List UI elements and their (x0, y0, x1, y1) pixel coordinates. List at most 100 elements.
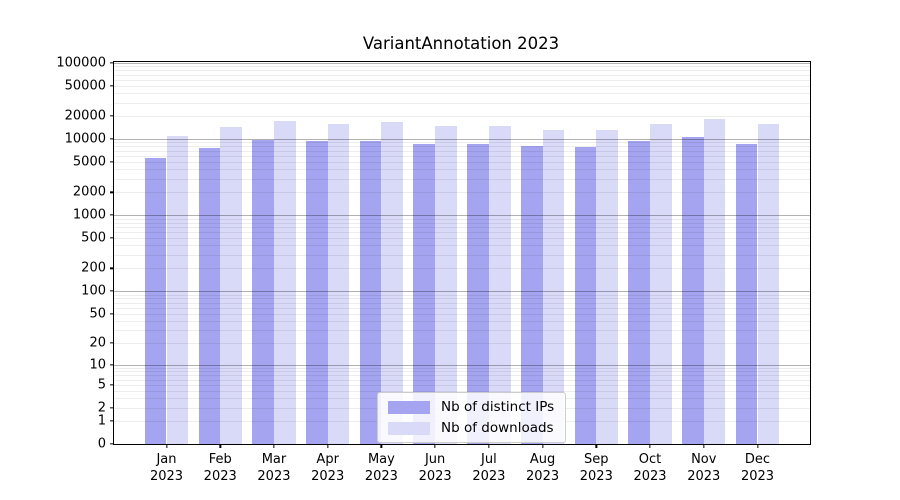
gridline (114, 321, 810, 322)
y-axis: 0 1 2 5 10 20 50 100 200 500 1000 2000 5000 10000 2000… (56, 55, 810, 452)
bar-distinct-ips (198, 148, 221, 444)
y-tick-label: 500 (81, 230, 106, 246)
bar-distinct-ips (359, 141, 382, 444)
y-tick (110, 406, 114, 409)
gridline (114, 192, 810, 194)
gridline (114, 66, 810, 68)
gridline (114, 93, 810, 95)
gridline (114, 74, 810, 76)
bar-distinct-ips (628, 140, 651, 444)
y-tick-label: 1000 (72, 207, 106, 223)
bar-downloads (273, 121, 296, 444)
y-tick-label: 20000 (64, 108, 106, 124)
y-tick (110, 115, 114, 117)
y-tick-label: 10000 (64, 131, 106, 147)
y-tick-label: 0 (97, 436, 106, 452)
bar-downloads (488, 126, 511, 444)
x-tick (165, 444, 168, 448)
gridline (114, 367, 810, 369)
bar-distinct-ips (413, 143, 436, 444)
gridline (114, 70, 810, 72)
legend-item-distinct-ips: Nb of distinct IPs (388, 399, 554, 415)
bar-distinct-ips (144, 158, 167, 444)
x-tick-label: Mar 2023 (257, 452, 291, 484)
bar-downloads (220, 126, 242, 444)
x-axis: Jan 2023 Feb 2023 Mar 2023 Apr 2023 May 2023 Jun 20… (114, 62, 810, 484)
x-tick-label: Sep 2023 (579, 452, 613, 484)
gridline (114, 375, 810, 377)
bar-distinct-ips (520, 145, 543, 444)
x-tick-label: Feb 2023 (203, 452, 237, 484)
bar-distinct-ips (735, 143, 758, 444)
gridline (114, 142, 810, 144)
gridline (114, 102, 810, 104)
bar-distinct-ips (682, 137, 704, 444)
x-tick (219, 444, 221, 448)
gridline (114, 169, 810, 171)
x-tick-label: Dec 2023 (740, 452, 775, 484)
y-tick-label: 20 (89, 335, 106, 351)
y-tick-label: 200 (81, 260, 106, 276)
gridline (114, 313, 810, 315)
gridline (114, 364, 810, 366)
gridline (114, 254, 810, 256)
y-tick-label: 100 (81, 283, 106, 299)
x-tick-label: Nov 2023 (687, 452, 721, 484)
x-tick-label: Jun 2023 (418, 452, 452, 484)
gridline (114, 268, 810, 270)
gridline (114, 161, 810, 163)
gridline (114, 178, 810, 180)
legend-label-distinct-ips: Nb of distinct IPs (441, 399, 555, 415)
plot-area: 0 1 2 5 10 20 50 100 200 500 1000 2000 5000 10000 2000… (56, 55, 811, 484)
gridline (114, 222, 810, 224)
bar-downloads (166, 135, 189, 444)
gridline (114, 291, 810, 293)
y-tick-label: 50000 (64, 78, 106, 94)
y-tick (110, 363, 114, 366)
bar-downloads (327, 124, 350, 444)
bar-distinct-ips (305, 140, 328, 444)
y-tick-label: 5000 (72, 154, 106, 170)
bar-downloads (596, 130, 618, 444)
bar-downloads (703, 119, 726, 444)
x-tick (703, 444, 705, 448)
bar-downloads (542, 129, 565, 444)
gridline (114, 232, 810, 234)
gridline (114, 85, 810, 87)
gridline (114, 116, 810, 117)
gridline (114, 330, 810, 332)
chart-title: VariantAnnotation 2023 (362, 34, 560, 53)
gridline (114, 238, 810, 240)
gridline (114, 379, 810, 381)
gridline (114, 245, 810, 247)
x-tick-label: Apr 2023 (311, 452, 345, 484)
x-tick-label: May 2023 (364, 452, 398, 484)
gridline (114, 146, 810, 148)
y-tick (110, 84, 114, 87)
y-tick (110, 62, 114, 64)
x-tick-label: Jul 2023 (472, 452, 506, 484)
y-tick-label: 10 (89, 357, 106, 373)
y-tick-label: 2000 (72, 184, 106, 200)
x-tick (488, 444, 490, 448)
y-tick (110, 420, 114, 422)
gridline (114, 343, 810, 345)
gridline (114, 215, 810, 217)
bars-layer (114, 62, 810, 444)
x-tick-label: Oct 2023 (633, 452, 667, 484)
y-tick (110, 443, 114, 445)
x-tick (327, 444, 329, 448)
gridline (114, 298, 810, 300)
x-tick (273, 444, 275, 448)
y-tick (110, 161, 114, 163)
y-tick (110, 214, 114, 216)
y-tick-label: 5 (97, 377, 106, 393)
gridline (114, 79, 810, 81)
bar-downloads (757, 124, 780, 444)
legend: Nb of distinct IPs Nb of downloads (377, 392, 567, 443)
bar-distinct-ips (252, 140, 274, 444)
gridline (114, 307, 810, 309)
y-tick-label: 1 (97, 413, 106, 429)
y-tick-label: 50 (89, 306, 106, 322)
bar-distinct-ips (574, 147, 597, 444)
